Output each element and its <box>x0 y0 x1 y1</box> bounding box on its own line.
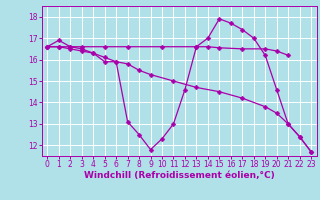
X-axis label: Windchill (Refroidissement éolien,°C): Windchill (Refroidissement éolien,°C) <box>84 171 275 180</box>
